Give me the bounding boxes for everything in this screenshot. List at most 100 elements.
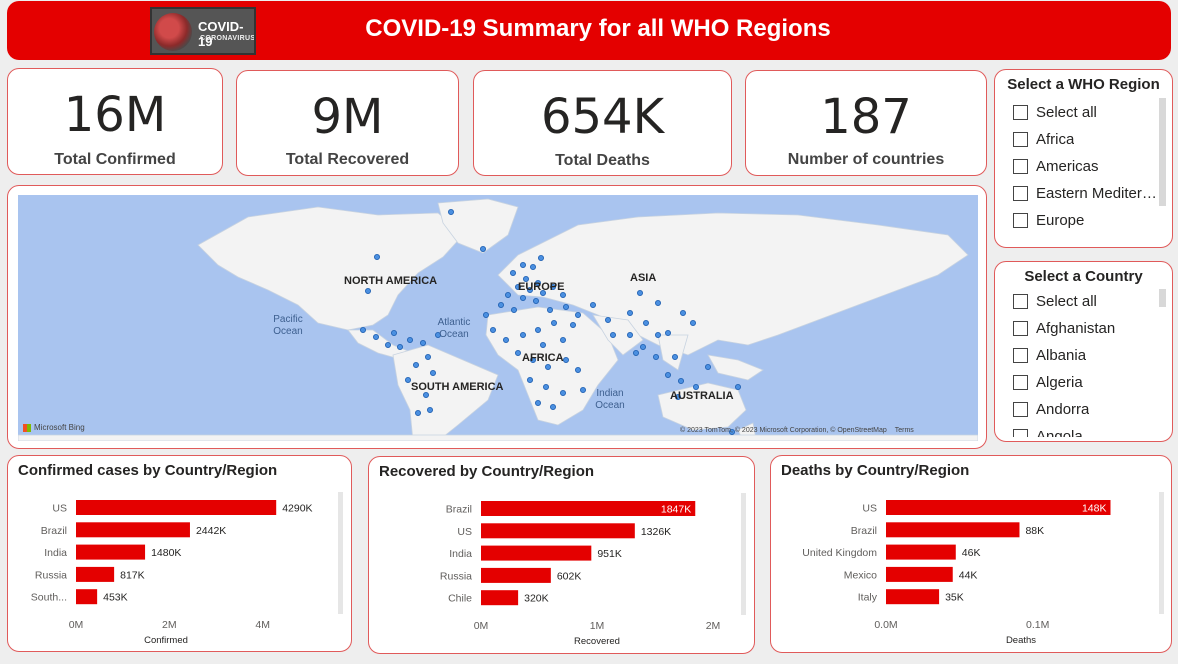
bar[interactable] — [886, 522, 1020, 538]
country-option-albania[interactable]: Albania — [1013, 342, 1158, 369]
bar[interactable] — [886, 500, 1111, 515]
world-map[interactable] — [18, 195, 978, 441]
chart-scrollbar[interactable] — [1159, 492, 1164, 614]
category-label: South... — [31, 592, 67, 604]
map-point — [404, 376, 411, 383]
kpi-label: Total Confirmed — [54, 151, 176, 168]
map-point — [424, 353, 431, 360]
confirmed-chart-card[interactable]: Confirmed cases by Country/Region US 4290… — [7, 455, 352, 652]
deaths-bar-chart[interactable]: US 148K Brazil 88K United Kingdom 46K Mexico 44… — [771, 456, 1173, 654]
bar[interactable] — [76, 544, 146, 560]
bar[interactable] — [481, 567, 551, 583]
map-point — [627, 310, 634, 317]
confirmed-bar-chart[interactable]: US 4290K Brazil 2442K India 1480K Russia 817K So… — [8, 456, 353, 653]
bar[interactable] — [886, 589, 940, 605]
who-region-slicer[interactable]: Select a WHO Region Select all Africa Am… — [994, 69, 1173, 248]
bar[interactable] — [481, 523, 635, 539]
recovered-chart-card[interactable]: Recovered by Country/Region Brazil 1847K U… — [368, 456, 755, 654]
country-option-algeria[interactable]: Algeria — [1013, 369, 1158, 396]
map-point — [655, 300, 662, 307]
checkbox[interactable] — [1013, 105, 1028, 120]
map-point — [665, 329, 672, 336]
map-svg[interactable] — [18, 195, 978, 441]
bar[interactable] — [76, 500, 277, 515]
country-option-afghanistan[interactable]: Afghanistan — [1013, 315, 1158, 342]
attribution-text: © 2023 TomTom, © 2023 Microsoft Corporat… — [680, 427, 887, 434]
map-point — [426, 406, 433, 413]
bar[interactable] — [76, 522, 190, 538]
map-point — [610, 331, 617, 338]
bar[interactable] — [481, 545, 592, 561]
slicer-title: Select a WHO Region — [1007, 76, 1160, 93]
bar[interactable] — [76, 566, 115, 582]
bar[interactable] — [481, 501, 696, 516]
region-scrollbar[interactable] — [1159, 98, 1166, 206]
chart-scrollbar[interactable] — [338, 492, 343, 614]
map-point — [665, 371, 672, 378]
checkbox[interactable] — [1013, 321, 1028, 336]
country-scrollbar[interactable] — [1159, 289, 1166, 307]
map-point — [547, 307, 554, 314]
bar[interactable] — [886, 544, 956, 560]
map-label-europe: EUROPE — [518, 281, 565, 293]
map-point — [580, 386, 587, 393]
kpi-card-recovered[interactable]: 9M Total Recovered — [236, 70, 459, 176]
kpi-card-confirmed[interactable]: 16M Total Confirmed — [7, 68, 223, 175]
chart-scrollbar[interactable] — [741, 493, 746, 615]
map-point — [390, 329, 397, 336]
data-label: 817K — [120, 569, 145, 581]
map-point — [530, 264, 537, 271]
checkbox[interactable] — [1013, 375, 1028, 390]
map-point — [479, 246, 486, 253]
checkbox[interactable] — [1013, 294, 1028, 309]
recovered-bar-chart[interactable]: Brazil 1847K US 1326K India 951K Russia 602K Chi… — [369, 457, 756, 655]
region-option-americas[interactable]: Americas — [1013, 153, 1158, 180]
map-point — [510, 307, 517, 314]
bar[interactable] — [886, 566, 953, 582]
logo-subtext: CORONAVIRUS — [200, 35, 256, 42]
map-point — [359, 326, 366, 333]
region-option-africa[interactable]: Africa — [1013, 126, 1158, 153]
map-point — [414, 409, 421, 416]
region-option-eastern-mediterranean[interactable]: Eastern Mediterra... — [1013, 180, 1158, 207]
country-slicer[interactable]: Select a Country Select all Afghanistan … — [994, 261, 1173, 442]
category-label: Russia — [35, 569, 67, 581]
region-option-europe[interactable]: Europe — [1013, 207, 1158, 234]
map-card[interactable]: NORTH AMERICA EUROPE ASIA AFRICA SOUTH A… — [7, 185, 987, 449]
checkbox[interactable] — [1013, 348, 1028, 363]
map-point — [533, 298, 540, 305]
checkbox[interactable] — [1013, 429, 1028, 437]
bar[interactable] — [76, 589, 98, 605]
country-option-andorra[interactable]: Andorra — [1013, 396, 1158, 423]
kpi-card-deaths[interactable]: 654K Total Deaths — [473, 70, 732, 176]
bar[interactable] — [481, 590, 519, 606]
country-option-select-all[interactable]: Select all — [1013, 288, 1158, 315]
map-point — [535, 399, 542, 406]
region-list[interactable]: Select all Africa Americas Eastern Medit… — [1013, 99, 1158, 239]
bing-brand: Microsoft Bing — [23, 423, 85, 432]
checkbox[interactable] — [1013, 159, 1028, 174]
x-tick-label: 0.0M — [874, 619, 897, 631]
checkbox[interactable] — [1013, 132, 1028, 147]
map-point — [690, 320, 697, 327]
checkbox[interactable] — [1013, 402, 1028, 417]
region-option-select-all[interactable]: Select all — [1013, 99, 1158, 126]
map-point — [705, 363, 712, 370]
x-tick-label: 4M — [255, 619, 270, 631]
country-option-angola[interactable]: Angola — [1013, 423, 1158, 437]
checkbox[interactable] — [1013, 186, 1028, 201]
x-axis-title: Confirmed — [144, 635, 188, 646]
terms-link[interactable]: Terms — [894, 427, 914, 434]
map-point — [563, 304, 570, 311]
checkbox[interactable] — [1013, 213, 1028, 228]
map-point — [563, 356, 570, 363]
country-list[interactable]: Select all Afghanistan Albania Algeria A… — [1013, 288, 1158, 437]
kpi-card-countries[interactable]: 187 Number of countries — [745, 70, 987, 176]
header-banner: COVID-19 Summary for all WHO Regions COV… — [7, 1, 1171, 60]
land-australia — [657, 382, 747, 431]
map-point — [633, 349, 640, 356]
region-option-partial[interactable] — [1013, 234, 1158, 239]
data-label: 1480K — [151, 547, 181, 559]
deaths-chart-card[interactable]: Deaths by Country/Region US 148K Brazil 88K… — [770, 455, 1172, 653]
x-tick-label: 0M — [474, 620, 489, 632]
